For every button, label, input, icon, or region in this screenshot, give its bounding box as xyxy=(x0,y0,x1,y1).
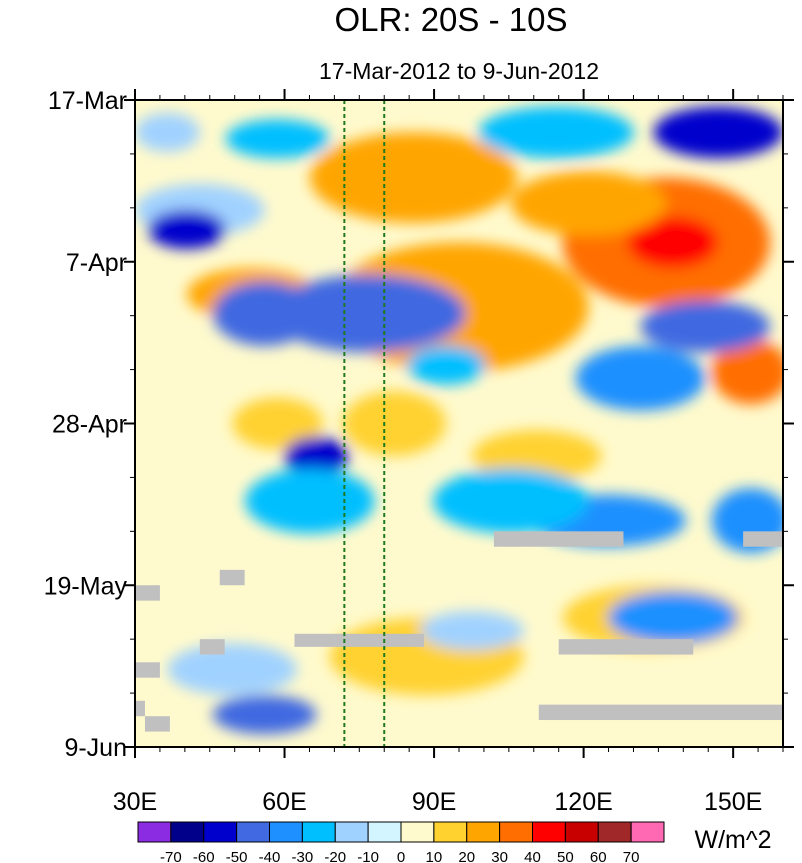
colorbar-swatch xyxy=(532,821,566,843)
olr-blob-25 xyxy=(433,468,589,534)
olr-blob-29 xyxy=(167,643,297,696)
colorbar-swatch xyxy=(269,821,303,843)
missing-data-bar-0 xyxy=(493,531,624,547)
colorbar-label: 30 xyxy=(491,849,508,863)
olr-blob-8 xyxy=(711,339,783,405)
colorbar-label: -60 xyxy=(193,849,215,863)
olr-blob-17 xyxy=(640,300,771,353)
missing-data-bar-4 xyxy=(538,704,783,721)
colorbar-swatch xyxy=(499,821,533,843)
y-tick-label: 19-May xyxy=(44,572,128,600)
colorbar-swatch xyxy=(466,821,501,843)
colorbar-swatch xyxy=(630,821,665,843)
colorbar-swatch xyxy=(400,821,435,843)
colorbar-label: 60 xyxy=(590,849,607,863)
colorbar-swatch xyxy=(203,821,238,843)
missing-data-bar-9 xyxy=(144,716,170,732)
y-tick-label: 7-Apr xyxy=(66,249,127,277)
colorbar-label: -10 xyxy=(357,849,379,863)
x-tick-label: 30E xyxy=(113,788,157,816)
olr-blob-15 xyxy=(147,209,226,249)
colorbar-label: -70 xyxy=(160,849,182,863)
olr-blob-6 xyxy=(471,429,602,482)
colorbar-label: -40 xyxy=(259,849,281,863)
x-axis-labels: 30E 60E 90E 120E 150E xyxy=(113,788,763,816)
olr-blob-11 xyxy=(342,391,447,456)
olr-blob-14 xyxy=(212,281,317,346)
colorbar-label: 0 xyxy=(397,849,405,863)
missing-data-bar-6 xyxy=(199,639,225,655)
olr-blob-13 xyxy=(271,274,466,353)
missing-data-layer xyxy=(135,531,783,732)
colorbar-label: 70 xyxy=(623,849,640,863)
missing-data-bar-5 xyxy=(135,585,160,601)
colorbar-swatch xyxy=(137,821,172,843)
colorbar-label: -20 xyxy=(324,849,346,863)
colorbar-swatch xyxy=(597,821,632,843)
colorbar-units: W/m^2 xyxy=(694,826,771,854)
colorbar-label: 40 xyxy=(524,849,541,863)
x-tick-label: 150E xyxy=(704,788,762,816)
colorbar-swatch xyxy=(564,821,599,843)
olr-blob-28 xyxy=(225,119,330,159)
missing-data-bar-1 xyxy=(743,531,783,547)
y-tick-label: 9-Jun xyxy=(64,734,127,762)
colorbar-label: 10 xyxy=(426,849,443,863)
olr-blob-24 xyxy=(245,468,375,534)
chart-subtitle: 17-Mar-2012 to 9-Jun-2012 xyxy=(319,58,599,84)
colorbar-label: -30 xyxy=(292,849,314,863)
olr-blob-18 xyxy=(575,345,706,411)
olr-blob-27 xyxy=(407,345,485,385)
colorbar-swatch xyxy=(433,821,468,843)
olr-blob-19 xyxy=(653,106,783,159)
olr-blob-16 xyxy=(284,436,349,476)
missing-data-bar-7 xyxy=(219,569,245,586)
missing-data-bar-10 xyxy=(135,700,145,717)
olr-blob-22 xyxy=(608,591,738,644)
missing-data-bar-2 xyxy=(294,633,425,647)
plot-area xyxy=(135,100,783,747)
chart-title: OLR: 20S - 10S xyxy=(335,1,568,38)
colorbar: -70 -60 -50 -40 -30 -20 -10 0 10 20 30 40 50 60 70 xyxy=(137,821,665,863)
reference-lines xyxy=(343,100,386,747)
olr-blob-3 xyxy=(627,216,719,269)
y-tick-label: 17-Mar xyxy=(48,87,127,115)
missing-data-bar-3 xyxy=(558,639,694,655)
y-axis-labels: 17-Mar 7-Apr 28-Apr 19-May 9-Jun xyxy=(44,87,128,762)
colorbar-swatch xyxy=(170,821,205,843)
olr-blob-23 xyxy=(212,695,317,735)
olr-blob-31 xyxy=(420,611,524,650)
colorbar-label: -50 xyxy=(226,849,248,863)
colorbar-swatch xyxy=(236,821,270,843)
missing-data-bar-8 xyxy=(135,662,160,678)
olr-field xyxy=(135,106,783,735)
olr-blob-30 xyxy=(135,112,200,152)
x-tick-label: 60E xyxy=(262,788,306,816)
colorbar-swatch xyxy=(367,821,402,843)
colorbar-label: 50 xyxy=(557,849,574,863)
olr-blob-20 xyxy=(478,106,634,159)
x-tick-label: 90E xyxy=(412,788,456,816)
axis-ticks xyxy=(124,89,794,758)
colorbar-label: 20 xyxy=(458,849,475,863)
colorbar-swatch xyxy=(334,821,369,843)
y-tick-label: 28-Apr xyxy=(52,411,127,439)
olr-blob-7 xyxy=(232,397,323,450)
olr-blob-0 xyxy=(309,132,518,223)
x-tick-label: 120E xyxy=(554,788,612,816)
colorbar-swatch xyxy=(301,821,336,843)
olr-blob-5 xyxy=(510,171,667,236)
